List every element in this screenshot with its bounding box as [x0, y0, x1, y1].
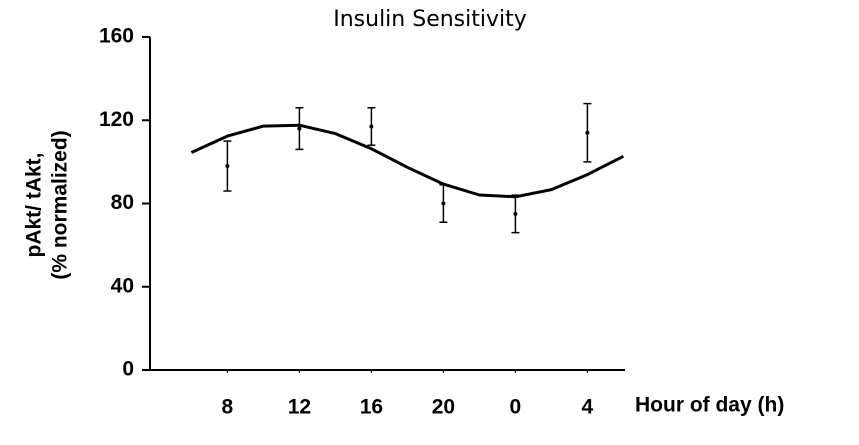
y-tick-label: 80	[111, 191, 134, 214]
data-point	[441, 201, 446, 206]
data-point	[225, 164, 230, 169]
data-point	[585, 130, 590, 135]
x-tick-label: 16	[360, 396, 383, 419]
x-tick-label: 0	[510, 396, 522, 419]
x-tick-label: 8	[222, 396, 234, 419]
data-point	[513, 211, 518, 216]
data-point	[369, 124, 374, 129]
x-tick-label: 12	[288, 396, 311, 419]
y-tick-label: 120	[99, 108, 134, 131]
fit-curve	[190, 123, 625, 199]
data-point	[297, 126, 302, 131]
x-tick-label: 4	[582, 396, 594, 419]
y-axis-label-line: pAkt/ tAkt,	[23, 153, 46, 258]
y-axis-label-line: (% normalized)	[49, 130, 72, 279]
x-tick-label: 20	[432, 396, 455, 419]
y-tick-label: 40	[111, 274, 134, 297]
chart-title: Insulin Sensitivity	[333, 7, 527, 32]
x-axis-label: Hour of day (h)	[635, 394, 784, 417]
y-axis-label: pAkt/ tAkt, (% normalized)	[23, 130, 72, 279]
y-tick-label: 0	[122, 358, 134, 381]
y-tick-label: 160	[99, 25, 134, 48]
